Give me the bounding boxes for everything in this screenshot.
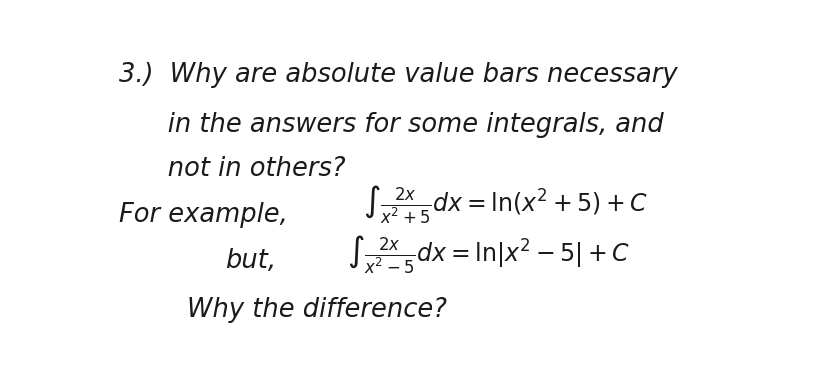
Text: not in others?: not in others? — [119, 156, 346, 182]
Text: $\int \frac{2x}{x^2+5} dx = \ln(x^2+5)+C$: $\int \frac{2x}{x^2+5} dx = \ln(x^2+5)+C… — [363, 184, 648, 226]
Text: in the answers for some integrals, and: in the answers for some integrals, and — [119, 112, 664, 138]
Text: 3.)  Why are absolute value bars necessary: 3.) Why are absolute value bars necessar… — [119, 62, 678, 88]
Text: but,: but, — [225, 248, 276, 274]
Text: For example,: For example, — [119, 202, 288, 228]
Text: $\int \frac{2x}{x^2-5} dx = \ln|x^2-5|+C$: $\int \frac{2x}{x^2-5} dx = \ln|x^2-5|+C… — [347, 234, 630, 276]
Text: Why the difference?: Why the difference? — [187, 296, 447, 323]
